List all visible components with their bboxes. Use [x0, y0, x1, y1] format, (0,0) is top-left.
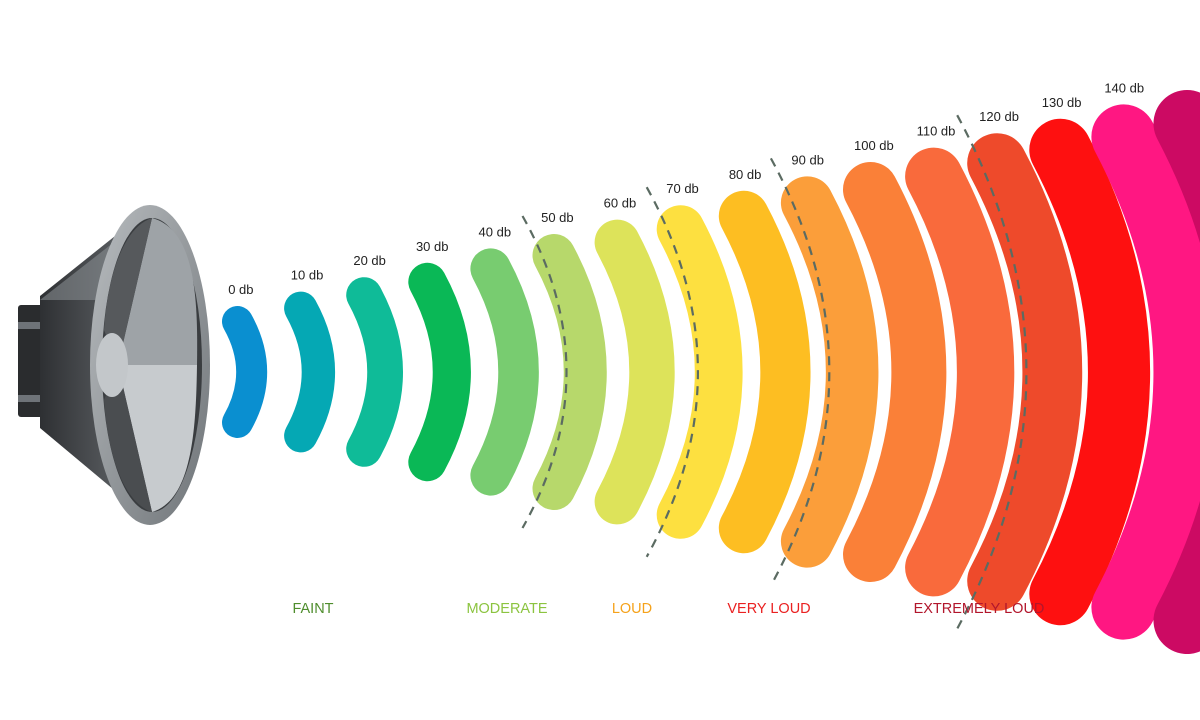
category-separators: [521, 114, 1028, 630]
sound-wave-0-db: [222, 306, 268, 438]
sound-wave-130-db: [1029, 118, 1151, 626]
db-label-50-db: 50 db: [541, 210, 574, 225]
sound-wave-50-db: [532, 234, 607, 510]
category-label-loud: LOUD: [612, 601, 652, 617]
decibel-labels: 0 db 10 db 20 db 30 db 40 db 50 db 60 db 70 db 8…: [228, 80, 1144, 297]
db-label-90-db: 90 db: [791, 152, 824, 167]
sound-wave-70-db: [656, 205, 743, 539]
sound-wave-20-db: [346, 277, 403, 467]
db-label-40-db: 40 db: [479, 224, 512, 239]
db-label-80-db: 80 db: [729, 167, 762, 182]
category-label-faint: FAINT: [292, 601, 333, 617]
category-separator-1: [521, 215, 568, 529]
category-label-extremely-loud: EXTREMELY LOUD: [914, 601, 1045, 617]
db-label-0-db: 0 db: [228, 282, 253, 297]
db-label-60-db: 60 db: [604, 196, 637, 211]
db-label-120-db: 120 db: [979, 109, 1019, 124]
category-labels: FAINT MODERATE LOUD VERY LOUD EXTREMELY LOUD: [292, 601, 1044, 617]
sound-wave-40-db: [470, 248, 539, 496]
sound-wave-110-db: [905, 147, 1015, 597]
sound-wave-120-db: [967, 133, 1083, 611]
category-label-moderate: MODERATE: [466, 601, 547, 617]
sound-wave-140-db: [1091, 104, 1200, 640]
sound-wave-10-db: [284, 291, 336, 453]
category-label-very-loud: VERY LOUD: [727, 601, 810, 617]
db-label-10-db: 10 db: [291, 268, 324, 283]
sound-wave-80-db: [718, 190, 811, 554]
speaker-icon: [18, 205, 210, 525]
sound-wave-100-db: [843, 162, 947, 582]
db-label-110-db: 110 db: [917, 124, 956, 139]
db-label-130-db: 130 db: [1042, 95, 1082, 110]
category-separator-3: [769, 157, 831, 587]
db-label-100-db: 100 db: [854, 138, 894, 153]
sound-wave-30-db: [408, 262, 471, 482]
db-label-70-db: 70 db: [666, 181, 699, 196]
sound-waves: [222, 90, 1200, 654]
sound-wave-60-db: [594, 219, 675, 525]
sound-wave-90-db: [780, 176, 879, 568]
db-label-140-db: 140 db: [1104, 80, 1144, 95]
db-label-30-db: 30 db: [416, 239, 449, 254]
category-separator-2: [645, 186, 699, 558]
db-label-20-db: 20 db: [353, 253, 386, 268]
